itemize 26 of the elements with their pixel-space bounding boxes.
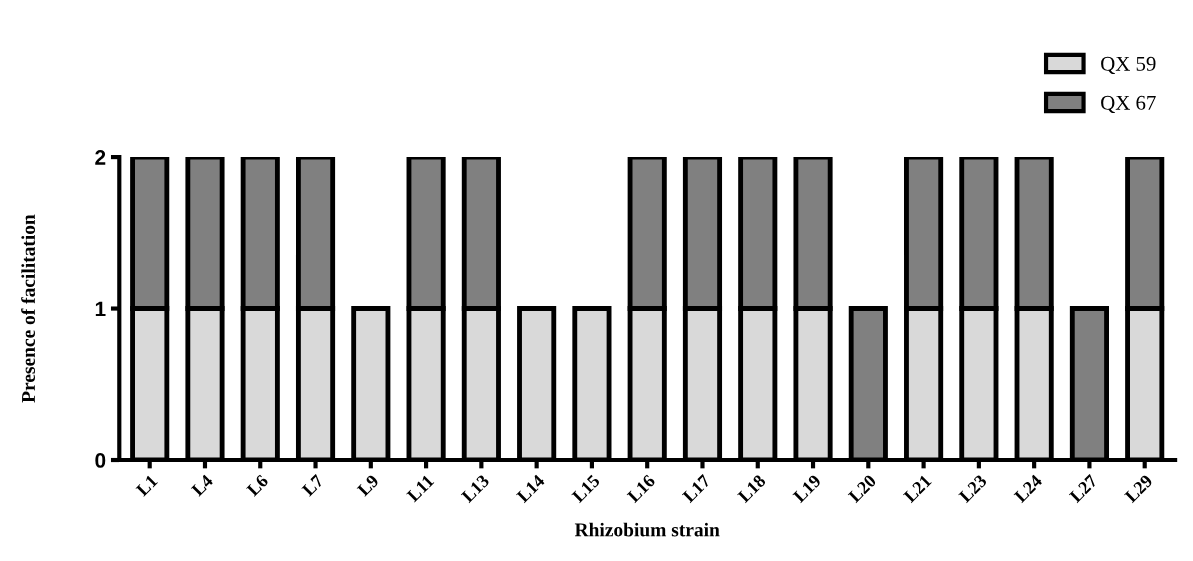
x-tick-label: L6 [245, 473, 269, 497]
legend-label: QX 59 [1101, 56, 1156, 75]
x-tick-label: L19 [792, 474, 822, 504]
x-tick-label: L14 [516, 473, 546, 504]
x-tick-label: L9 [356, 474, 380, 497]
x-tick-label: L21 [902, 474, 932, 504]
x-tick-label: L15 [571, 474, 601, 504]
y-axis-title: Presence of facilitation [21, 214, 36, 403]
x-tick-label: L11 [406, 474, 435, 503]
x-tick-label: L18 [737, 474, 767, 504]
x-axis-title: Rhizobium strain [574, 522, 720, 537]
x-tick-label: L1 [135, 474, 158, 497]
x-tick-label: L27 [1068, 473, 1098, 504]
legend-label: QX 67 [1101, 95, 1156, 114]
x-tick-label: L24 [1013, 473, 1043, 504]
x-tick-label: L17 [681, 473, 712, 504]
y-tick-label: 1 [95, 301, 106, 317]
x-tick-label: L29 [1124, 474, 1154, 504]
x-tick-label: L7 [301, 474, 325, 497]
y-tick-label: 0 [95, 453, 106, 468]
x-tick-label: L13 [460, 474, 490, 504]
x-tick-label: L20 [847, 474, 877, 504]
x-tick-label: L4 [190, 473, 214, 497]
x-tick-label: L16 [626, 473, 656, 504]
y-tick-label: 2 [95, 150, 106, 165]
x-tick-label: L23 [958, 474, 988, 504]
